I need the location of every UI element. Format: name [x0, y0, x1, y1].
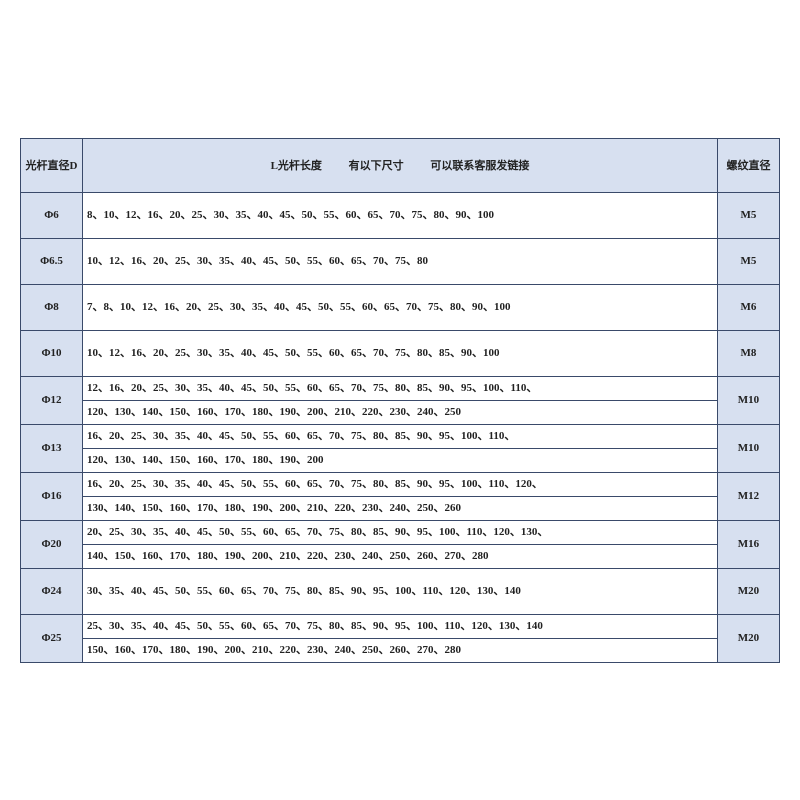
thread-cell: M16: [718, 520, 780, 568]
diameter-cell: Φ8: [21, 284, 83, 330]
length-cell: 12、16、20、25、30、35、40、45、50、55、60、65、70、7…: [83, 376, 718, 400]
diameter-cell: Φ10: [21, 330, 83, 376]
header-length-sub: 有以下尺寸: [349, 157, 404, 173]
table-row: 150、160、170、180、190、200、210、220、230、240、…: [21, 638, 780, 662]
table-row: Φ6.510、12、16、20、25、30、35、40、45、50、55、60、…: [21, 238, 780, 284]
header-length: L光杆长度 有以下尺寸 可以联系客服发链接: [83, 138, 718, 192]
table-row: 120、130、140、150、160、170、180、190、200: [21, 448, 780, 472]
diameter-cell: Φ13: [21, 424, 83, 472]
thread-cell: M20: [718, 568, 780, 614]
length-cell: 140、150、160、170、180、190、200、210、220、230、…: [83, 544, 718, 568]
length-cell: 8、10、12、16、20、25、30、35、40、45、50、55、60、65…: [83, 192, 718, 238]
length-cell: 7、8、10、12、16、20、25、30、35、40、45、50、55、60、…: [83, 284, 718, 330]
diameter-cell: Φ6: [21, 192, 83, 238]
table-row: Φ2430、35、40、45、50、55、60、65、70、75、80、85、9…: [21, 568, 780, 614]
length-cell: 20、25、30、35、40、45、50、55、60、65、70、75、80、8…: [83, 520, 718, 544]
table-row: 130、140、150、160、170、180、190、200、210、220、…: [21, 496, 780, 520]
diameter-cell: Φ25: [21, 614, 83, 662]
thread-cell: M5: [718, 192, 780, 238]
diameter-cell: Φ16: [21, 472, 83, 520]
diameter-cell: Φ6.5: [21, 238, 83, 284]
table-row: 140、150、160、170、180、190、200、210、220、230、…: [21, 544, 780, 568]
header-length-sub2: 可以联系客服发链接: [430, 157, 529, 173]
thread-cell: M5: [718, 238, 780, 284]
size-table: 光杆直径D L光杆长度 有以下尺寸 可以联系客服发链接 螺纹直径 Φ68、10、…: [20, 138, 780, 663]
thread-cell: M20: [718, 614, 780, 662]
table-row: Φ2525、30、35、40、45、50、55、60、65、70、75、80、8…: [21, 614, 780, 638]
diameter-cell: Φ12: [21, 376, 83, 424]
length-cell: 120、130、140、150、160、170、180、190、200: [83, 448, 718, 472]
diameter-cell: Φ20: [21, 520, 83, 568]
length-cell: 120、130、140、150、160、170、180、190、200、210、…: [83, 400, 718, 424]
table-row: Φ87、8、10、12、16、20、25、30、35、40、45、50、55、6…: [21, 284, 780, 330]
table-row: 120、130、140、150、160、170、180、190、200、210、…: [21, 400, 780, 424]
header-length-main: L光杆长度: [271, 157, 322, 173]
table-row: Φ2020、25、30、35、40、45、50、55、60、65、70、75、8…: [21, 520, 780, 544]
table-row: Φ1316、20、25、30、35、40、45、50、55、60、65、70、7…: [21, 424, 780, 448]
header-thread: 螺纹直径: [718, 138, 780, 192]
thread-cell: M10: [718, 424, 780, 472]
length-cell: 25、30、35、40、45、50、55、60、65、70、75、80、85、9…: [83, 614, 718, 638]
size-table-container: 光杆直径D L光杆长度 有以下尺寸 可以联系客服发链接 螺纹直径 Φ68、10、…: [20, 138, 780, 663]
length-cell: 10、12、16、20、25、30、35、40、45、50、55、60、65、7…: [83, 238, 718, 284]
thread-cell: M10: [718, 376, 780, 424]
thread-cell: M6: [718, 284, 780, 330]
length-cell: 16、20、25、30、35、40、45、50、55、60、65、70、75、8…: [83, 424, 718, 448]
table-row: Φ1616、20、25、30、35、40、45、50、55、60、65、70、7…: [21, 472, 780, 496]
length-cell: 10、12、16、20、25、30、35、40、45、50、55、60、65、7…: [83, 330, 718, 376]
table-row: Φ68、10、12、16、20、25、30、35、40、45、50、55、60、…: [21, 192, 780, 238]
diameter-cell: Φ24: [21, 568, 83, 614]
table-row: Φ1010、12、16、20、25、30、35、40、45、50、55、60、6…: [21, 330, 780, 376]
table-row: Φ1212、16、20、25、30、35、40、45、50、55、60、65、7…: [21, 376, 780, 400]
header-row: 光杆直径D L光杆长度 有以下尺寸 可以联系客服发链接 螺纹直径: [21, 138, 780, 192]
thread-cell: M8: [718, 330, 780, 376]
length-cell: 16、20、25、30、35、40、45、50、55、60、65、70、75、8…: [83, 472, 718, 496]
length-cell: 150、160、170、180、190、200、210、220、230、240、…: [83, 638, 718, 662]
length-cell: 30、35、40、45、50、55、60、65、70、75、80、85、90、9…: [83, 568, 718, 614]
length-cell: 130、140、150、160、170、180、190、200、210、220、…: [83, 496, 718, 520]
thread-cell: M12: [718, 472, 780, 520]
header-diameter: 光杆直径D: [21, 138, 83, 192]
